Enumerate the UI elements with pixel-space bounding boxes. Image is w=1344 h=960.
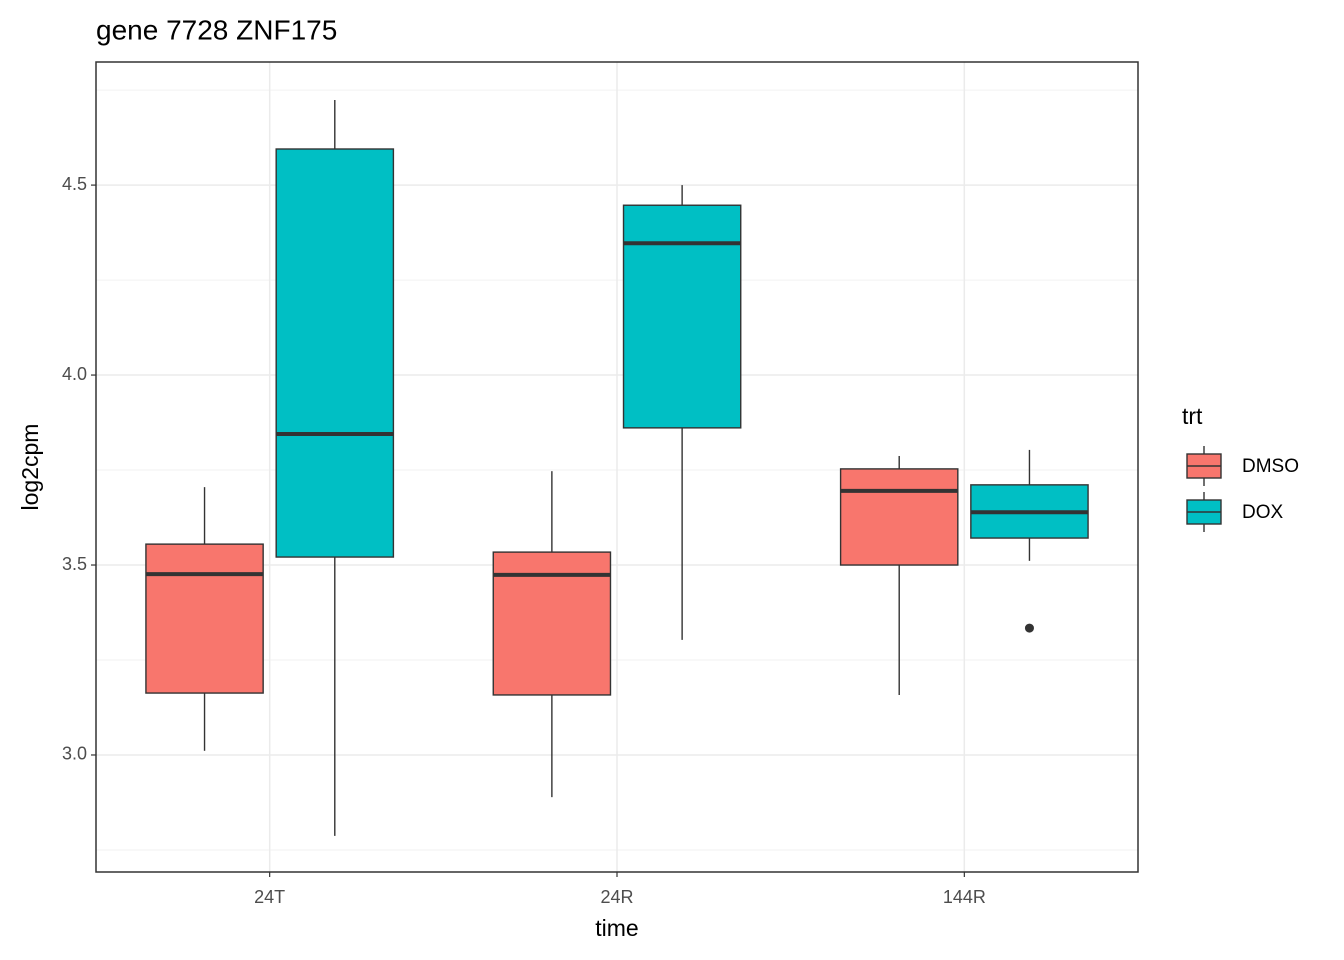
x-tick-label: 144R — [943, 887, 986, 907]
chart-title: gene 7728 ZNF175 — [96, 14, 337, 45]
y-tick-label: 3.0 — [62, 744, 87, 764]
y-tick-label: 4.0 — [62, 364, 87, 384]
box — [839, 468, 959, 566]
x-tick-label: 24R — [600, 887, 633, 907]
box — [145, 543, 264, 694]
outlier — [1024, 623, 1034, 633]
legend-title: trt — [1182, 403, 1203, 429]
legend-label: DOX — [1242, 502, 1284, 523]
legend-label: DMSO — [1242, 456, 1299, 477]
y-axis-title: log2cpm — [17, 424, 43, 511]
panel-border — [95, 61, 1139, 873]
x-axis-title: time — [595, 915, 638, 941]
x-tick-label: 24T — [254, 887, 285, 907]
y-tick-label: 3.5 — [62, 554, 87, 574]
box — [622, 204, 742, 429]
box — [275, 148, 395, 558]
y-tick-label: 4.5 — [62, 174, 87, 194]
